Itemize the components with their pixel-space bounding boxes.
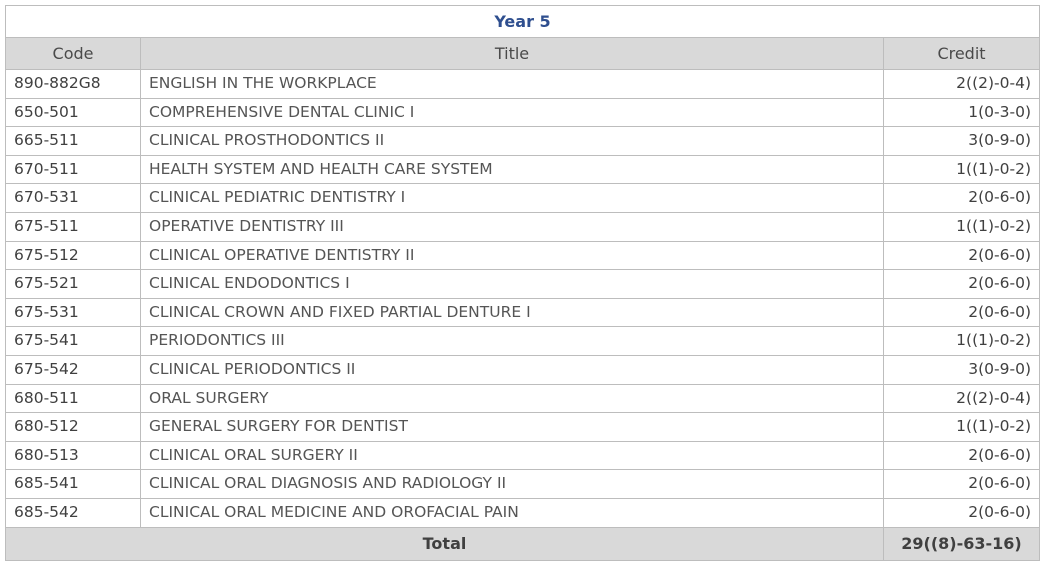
course-title: CLINICAL ORAL MEDICINE AND OROFACIAL PAI… bbox=[140, 497, 884, 528]
course-title: ORAL SURGERY bbox=[140, 383, 884, 414]
course-title: CLINICAL ORAL SURGERY II bbox=[140, 440, 884, 471]
table-row: 680-511 ORAL SURGERY 2((2)-0-4) bbox=[5, 383, 1040, 414]
course-title: CLINICAL ORAL DIAGNOSIS AND RADIOLOGY II bbox=[140, 469, 884, 499]
course-title: HEALTH SYSTEM AND HEALTH CARE SYSTEM bbox=[140, 154, 884, 185]
course-title: CLINICAL OPERATIVE DENTISTRY II bbox=[140, 240, 884, 271]
table-row: 650-501 COMPREHENSIVE DENTAL CLINIC I 1(0-… bbox=[5, 97, 1040, 128]
course-credit: 2(0-6-0) bbox=[883, 469, 1040, 499]
table-row: 665-511 CLINICAL PROSTHODONTICS II 3(0-9-0… bbox=[5, 126, 1040, 156]
table-row: 675-542 CLINICAL PERIODONTICS II 3(0-9-0) bbox=[5, 354, 1040, 385]
course-code: 675-531 bbox=[5, 297, 141, 328]
course-credit: 2(0-6-0) bbox=[883, 269, 1040, 299]
course-code: 685-541 bbox=[5, 469, 141, 499]
curriculum-table: Year 5 Code Title Credit 890-882G8 ENGLIS… bbox=[5, 5, 1040, 561]
course-code: 675-512 bbox=[5, 240, 141, 271]
course-title: CLINICAL PROSTHODONTICS II bbox=[140, 126, 884, 156]
course-credit: 3(0-9-0) bbox=[883, 354, 1040, 385]
table-row: 675-512 CLINICAL OPERATIVE DENTISTRY II 2(… bbox=[5, 240, 1040, 271]
course-title: PERIODONTICS III bbox=[140, 326, 884, 356]
course-title: CLINICAL PEDIATRIC DENTISTRY I bbox=[140, 183, 884, 213]
curriculum-table-container: Year 5 Code Title Credit 890-882G8 ENGLIS… bbox=[5, 5, 1040, 561]
course-credit: 2((2)-0-4) bbox=[883, 69, 1040, 99]
table-row: 685-541 CLINICAL ORAL DIAGNOSIS AND RADIO… bbox=[5, 469, 1040, 499]
course-credit: 1(0-3-0) bbox=[883, 97, 1040, 128]
header-code: Code bbox=[5, 37, 141, 70]
course-title: COMPREHENSIVE DENTAL CLINIC I bbox=[140, 97, 884, 128]
course-code: 670-531 bbox=[5, 183, 141, 213]
table-row: 685-542 CLINICAL ORAL MEDICINE AND OROFAC… bbox=[5, 497, 1040, 528]
course-code: 680-512 bbox=[5, 412, 141, 442]
course-credit: 1((1)-0-2) bbox=[883, 326, 1040, 356]
course-credit: 3(0-9-0) bbox=[883, 126, 1040, 156]
total-credit: 29((8)-63-16) bbox=[883, 526, 1040, 561]
course-title: CLINICAL CROWN AND FIXED PARTIAL DENTURE… bbox=[140, 297, 884, 328]
course-code: 670-511 bbox=[5, 154, 141, 185]
header-title: Title bbox=[140, 37, 884, 70]
course-code: 890-882G8 bbox=[5, 69, 141, 99]
total-label: Total bbox=[5, 526, 884, 561]
course-title: GENERAL SURGERY FOR DENTIST bbox=[140, 412, 884, 442]
course-credit: 2(0-6-0) bbox=[883, 183, 1040, 213]
table-row: 675-521 CLINICAL ENDODONTICS I 2(0-6-0) bbox=[5, 269, 1040, 299]
table-body: 890-882G8 ENGLISH IN THE WORKPLACE 2((2)-0… bbox=[5, 69, 1040, 528]
course-title: ENGLISH IN THE WORKPLACE bbox=[140, 69, 884, 99]
table-row: 670-531 CLINICAL PEDIATRIC DENTISTRY I 2(0… bbox=[5, 183, 1040, 213]
table-row: 675-541 PERIODONTICS III 1((1)-0-2) bbox=[5, 326, 1040, 356]
table-row: 670-511 HEALTH SYSTEM AND HEALTH CARE SYS… bbox=[5, 154, 1040, 185]
course-credit: 1((1)-0-2) bbox=[883, 211, 1040, 242]
table-row: 680-512 GENERAL SURGERY FOR DENTIST 1((1)-… bbox=[5, 412, 1040, 442]
course-credit: 2(0-6-0) bbox=[883, 240, 1040, 271]
course-code: 675-541 bbox=[5, 326, 141, 356]
table-row: 890-882G8 ENGLISH IN THE WORKPLACE 2((2)-0… bbox=[5, 69, 1040, 99]
table-total-row: Total 29((8)-63-16) bbox=[5, 526, 1040, 561]
course-credit: 1((1)-0-2) bbox=[883, 154, 1040, 185]
course-credit: 2(0-6-0) bbox=[883, 440, 1040, 471]
course-code: 650-501 bbox=[5, 97, 141, 128]
course-credit: 2(0-6-0) bbox=[883, 497, 1040, 528]
course-credit: 2(0-6-0) bbox=[883, 297, 1040, 328]
header-credit: Credit bbox=[883, 37, 1040, 70]
course-code: 675-511 bbox=[5, 211, 141, 242]
course-code: 675-521 bbox=[5, 269, 141, 299]
table-header-row: Code Title Credit bbox=[5, 37, 1040, 70]
course-code: 675-542 bbox=[5, 354, 141, 385]
table-title: Year 5 bbox=[5, 5, 1040, 38]
course-title: OPERATIVE DENTISTRY III bbox=[140, 211, 884, 242]
course-code: 680-511 bbox=[5, 383, 141, 414]
table-row: 675-511 OPERATIVE DENTISTRY III 1((1)-0-2) bbox=[5, 211, 1040, 242]
course-credit: 2((2)-0-4) bbox=[883, 383, 1040, 414]
course-code: 685-542 bbox=[5, 497, 141, 528]
table-row: 680-513 CLINICAL ORAL SURGERY II 2(0-6-0) bbox=[5, 440, 1040, 471]
course-code: 680-513 bbox=[5, 440, 141, 471]
table-row: 675-531 CLINICAL CROWN AND FIXED PARTIAL … bbox=[5, 297, 1040, 328]
course-title: CLINICAL PERIODONTICS II bbox=[140, 354, 884, 385]
course-code: 665-511 bbox=[5, 126, 141, 156]
course-title: CLINICAL ENDODONTICS I bbox=[140, 269, 884, 299]
table-title-row: Year 5 bbox=[5, 5, 1040, 38]
course-credit: 1((1)-0-2) bbox=[883, 412, 1040, 442]
